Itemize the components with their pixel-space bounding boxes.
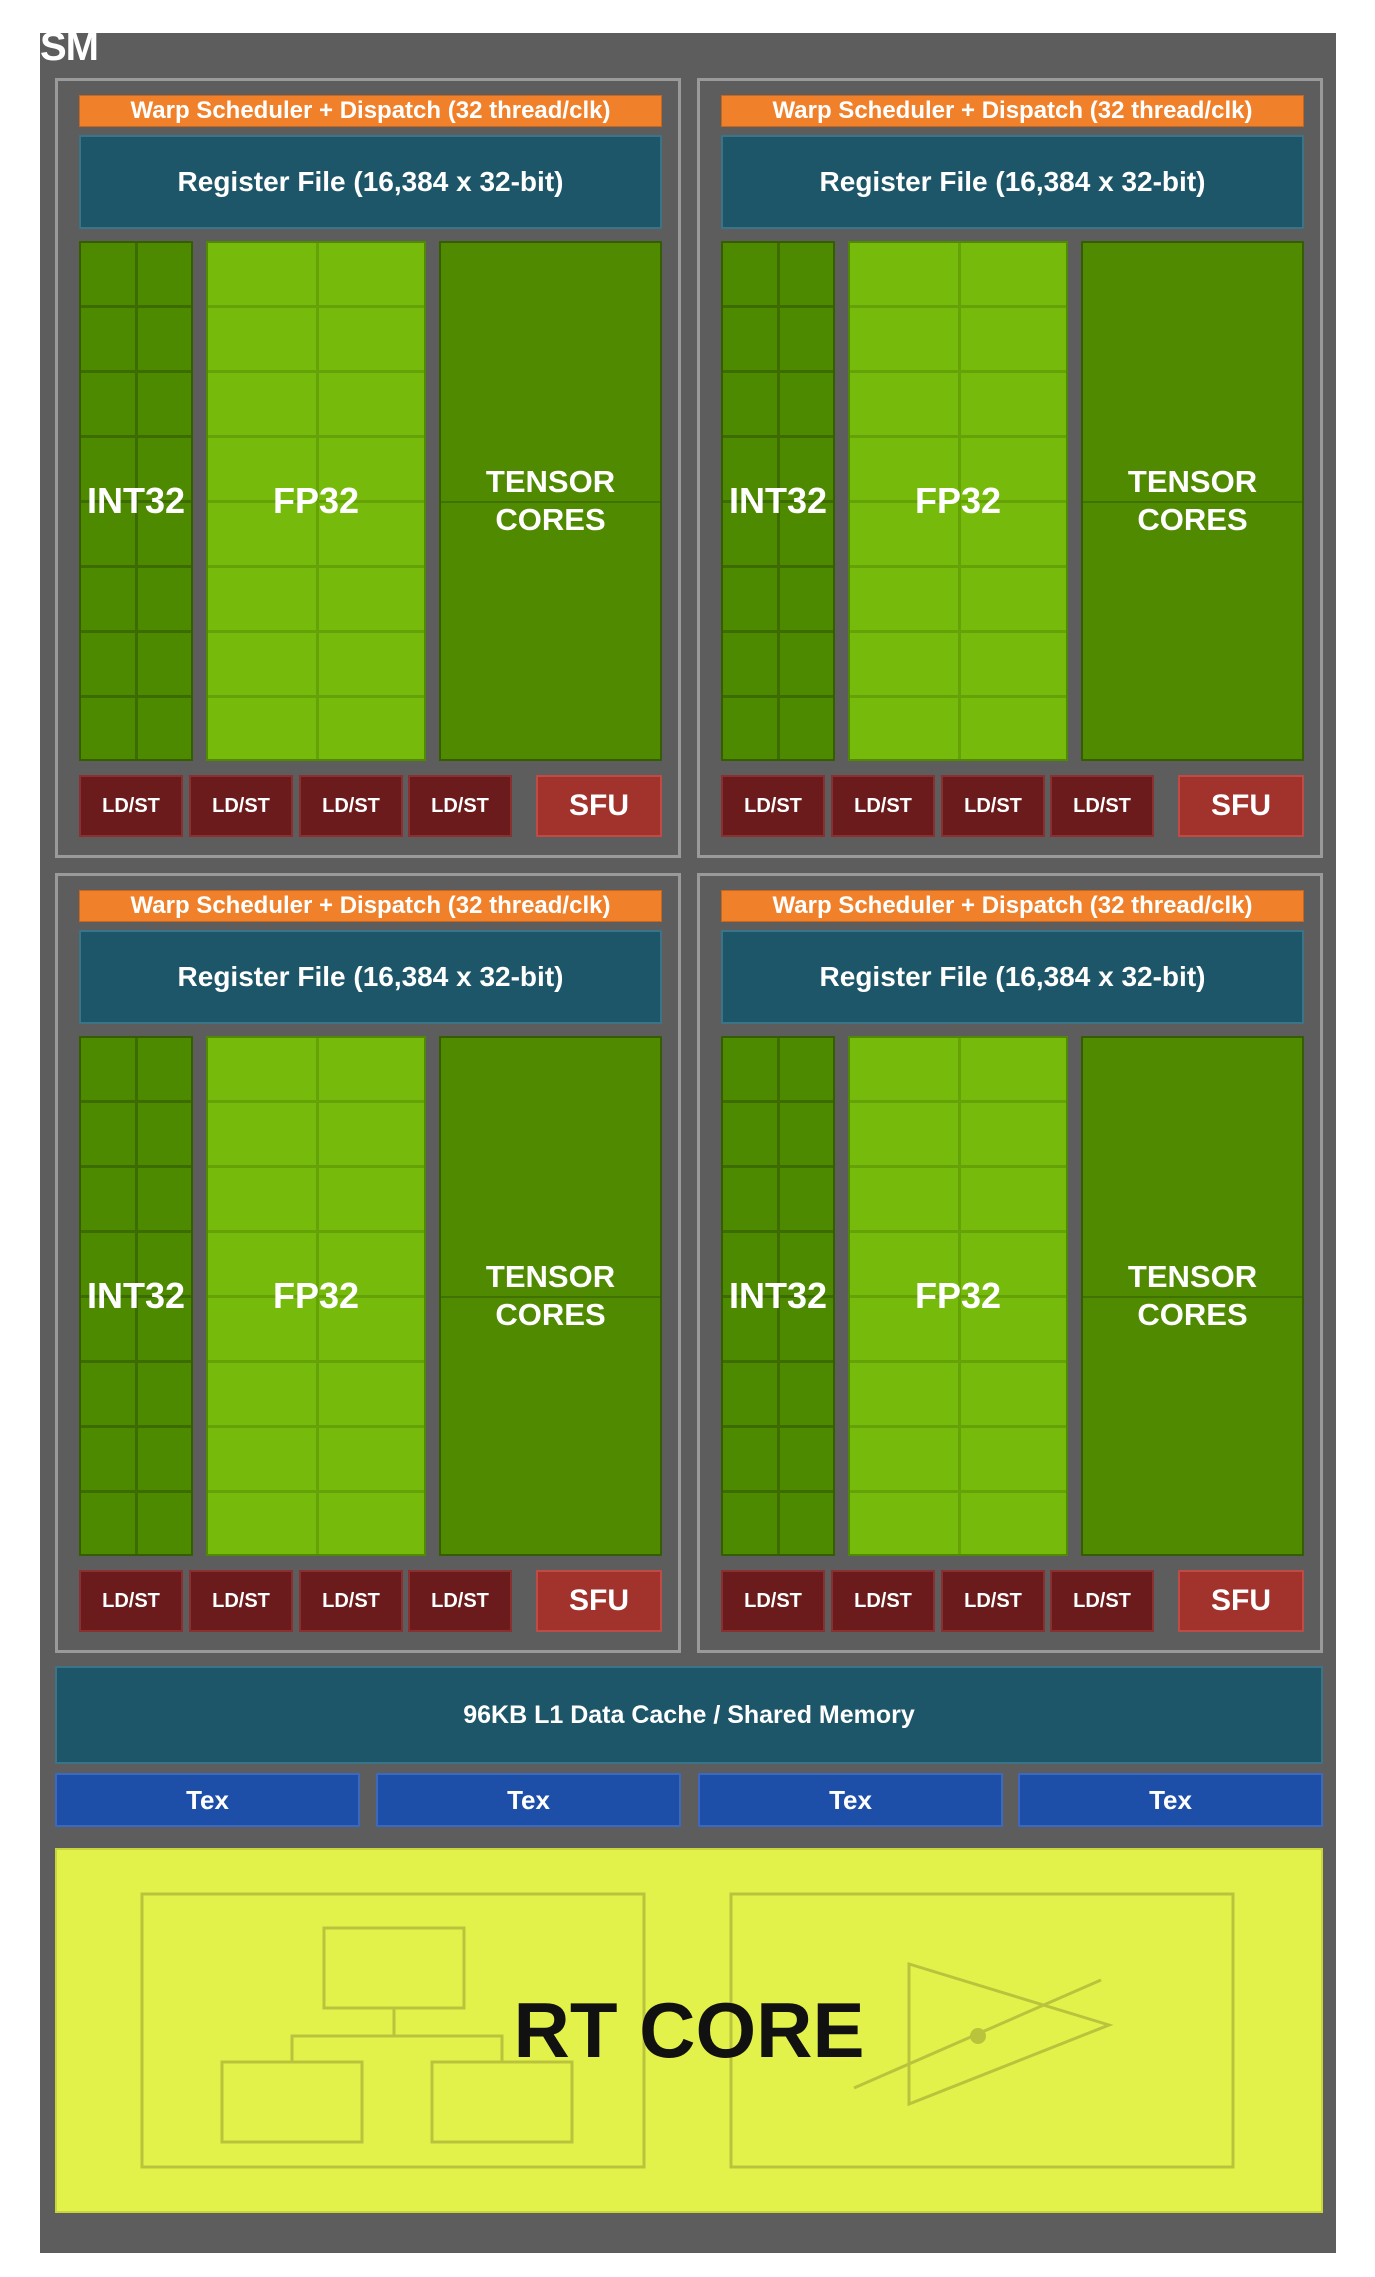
ldst-unit: LD/ST bbox=[79, 1570, 183, 1632]
bvh-left-node bbox=[220, 2060, 364, 2144]
ldst-unit: LD/ST bbox=[941, 1570, 1045, 1632]
ldst-unit: LD/ST bbox=[408, 775, 512, 837]
register-file: Register File (16,384 x 32-bit) bbox=[721, 930, 1304, 1024]
processing-block: Warp Scheduler + Dispatch (32 thread/clk… bbox=[697, 873, 1323, 1653]
tex-unit: Tex bbox=[1018, 1773, 1323, 1827]
tensor-cores: TENSOR CORES bbox=[1081, 241, 1304, 761]
register-file: Register File (16,384 x 32-bit) bbox=[79, 135, 662, 229]
fp32-label: FP32 bbox=[272, 480, 360, 521]
rt-core-label: RT CORE bbox=[513, 1986, 865, 2074]
tensor-label-line1: TENSOR bbox=[1127, 464, 1258, 499]
tensor-cores: TENSOR CORES bbox=[1081, 1036, 1304, 1556]
ldst-unit: LD/ST bbox=[1050, 1570, 1154, 1632]
ldst-unit: LD/ST bbox=[721, 775, 825, 837]
tensor-label: TENSOR CORES bbox=[1128, 463, 1257, 539]
triangle-shape bbox=[907, 1961, 1114, 2107]
int32-cores: INT32 bbox=[79, 1036, 193, 1556]
tensor-label: TENSOR CORES bbox=[1128, 1258, 1257, 1334]
bvh-panel bbox=[140, 1892, 646, 2169]
warp-scheduler: Warp Scheduler + Dispatch (32 thread/clk… bbox=[79, 890, 662, 922]
ldst-unit: LD/ST bbox=[299, 1570, 403, 1632]
processing-block: Warp Scheduler + Dispatch (32 thread/clk… bbox=[55, 873, 681, 1653]
fp32-label: FP32 bbox=[914, 480, 1002, 521]
sfu-unit: SFU bbox=[1178, 775, 1304, 837]
bvh-edge bbox=[290, 2034, 504, 2062]
int32-cores: INT32 bbox=[79, 241, 193, 761]
ldst-unit: LD/ST bbox=[1050, 775, 1154, 837]
int32-cores: INT32 bbox=[721, 241, 835, 761]
int32-label: INT32 bbox=[728, 480, 828, 521]
tensor-label-line2: CORES bbox=[1137, 502, 1248, 537]
processing-block: Warp Scheduler + Dispatch (32 thread/clk… bbox=[55, 78, 681, 858]
ldst-unit: LD/ST bbox=[189, 775, 293, 837]
ldst-unit: LD/ST bbox=[79, 775, 183, 837]
fp32-cores: FP32 bbox=[206, 1036, 426, 1556]
ldst-unit: LD/ST bbox=[941, 775, 1045, 837]
rt-core: RT CORE bbox=[55, 1848, 1323, 2213]
sm-block: SM Warp Scheduler + Dispatch (32 thread/… bbox=[40, 27, 1336, 2253]
processing-block: Warp Scheduler + Dispatch (32 thread/clk… bbox=[697, 78, 1323, 858]
tensor-label-line2: CORES bbox=[495, 502, 606, 537]
ldst-unit: LD/ST bbox=[299, 775, 403, 837]
sfu-unit: SFU bbox=[536, 775, 662, 837]
bvh-right-node bbox=[430, 2060, 574, 2144]
sfu-unit: SFU bbox=[1178, 1570, 1304, 1632]
ldst-unit: LD/ST bbox=[831, 775, 935, 837]
tensor-divider bbox=[1083, 501, 1302, 503]
tex-unit: Tex bbox=[698, 1773, 1003, 1827]
warp-scheduler: Warp Scheduler + Dispatch (32 thread/clk… bbox=[721, 890, 1304, 922]
warp-scheduler: Warp Scheduler + Dispatch (32 thread/clk… bbox=[79, 95, 662, 127]
tensor-label: TENSOR CORES bbox=[486, 463, 615, 539]
tensor-label-line1: TENSOR bbox=[485, 464, 616, 499]
int32-label: INT32 bbox=[728, 1275, 828, 1316]
warp-scheduler: Warp Scheduler + Dispatch (32 thread/clk… bbox=[721, 95, 1304, 127]
register-file: Register File (16,384 x 32-bit) bbox=[79, 930, 662, 1024]
tensor-cores: TENSOR CORES bbox=[439, 1036, 662, 1556]
tensor-divider bbox=[441, 1296, 660, 1298]
sm-label: SM bbox=[40, 25, 99, 69]
tensor-label-line1: TENSOR bbox=[1127, 1259, 1258, 1294]
int32-cores: INT32 bbox=[721, 1036, 835, 1556]
ldst-unit: LD/ST bbox=[408, 1570, 512, 1632]
intersection-panel bbox=[729, 1892, 1235, 2169]
tensor-label-line2: CORES bbox=[1137, 1297, 1248, 1332]
tensor-label-line1: TENSOR bbox=[485, 1259, 616, 1294]
rt-core-illustration bbox=[140, 1892, 1235, 2169]
sfu-unit: SFU bbox=[536, 1570, 662, 1632]
tensor-cores: TENSOR CORES bbox=[439, 241, 662, 761]
register-file: Register File (16,384 x 32-bit) bbox=[721, 135, 1304, 229]
tex-unit: Tex bbox=[376, 1773, 681, 1827]
tex-unit: Tex bbox=[55, 1773, 360, 1827]
ldst-unit: LD/ST bbox=[721, 1570, 825, 1632]
int32-label: INT32 bbox=[86, 480, 186, 521]
ldst-unit: LD/ST bbox=[189, 1570, 293, 1632]
fp32-cores: FP32 bbox=[848, 1036, 1068, 1556]
fp32-label: FP32 bbox=[914, 1275, 1002, 1316]
ldst-unit: LD/ST bbox=[831, 1570, 935, 1632]
tensor-divider bbox=[441, 501, 660, 503]
tensor-divider bbox=[1083, 1296, 1302, 1298]
tensor-label: TENSOR CORES bbox=[486, 1258, 615, 1334]
fp32-label: FP32 bbox=[272, 1275, 360, 1316]
intersection-point bbox=[970, 2028, 986, 2044]
l1-cache-shared-memory: 96KB L1 Data Cache / Shared Memory bbox=[55, 1666, 1323, 1764]
fp32-cores: FP32 bbox=[206, 241, 426, 761]
tensor-label-line2: CORES bbox=[495, 1297, 606, 1332]
fp32-cores: FP32 bbox=[848, 241, 1068, 761]
int32-label: INT32 bbox=[86, 1275, 186, 1316]
